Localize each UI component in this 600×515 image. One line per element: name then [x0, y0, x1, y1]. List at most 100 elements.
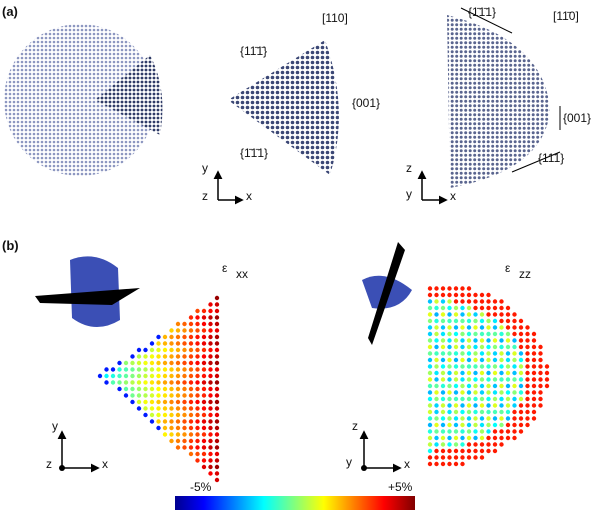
atom	[427, 338, 433, 343]
atom	[525, 377, 530, 382]
atom	[505, 377, 511, 382]
atom	[214, 419, 220, 424]
atom	[473, 448, 478, 454]
atom	[208, 380, 213, 385]
atom	[188, 321, 194, 327]
atom	[479, 422, 485, 428]
atom	[214, 464, 220, 470]
atom	[427, 403, 433, 408]
atom	[214, 354, 220, 359]
atom	[162, 373, 168, 379]
atom	[473, 318, 478, 324]
atom	[447, 338, 452, 343]
atom	[427, 455, 433, 460]
atom	[440, 351, 446, 356]
atom	[188, 380, 194, 385]
atom	[473, 390, 478, 395]
atom	[479, 442, 485, 447]
atom	[162, 341, 168, 346]
atom	[434, 292, 439, 298]
atom	[453, 357, 459, 363]
atom	[123, 380, 129, 385]
atom	[544, 383, 550, 389]
atom	[486, 325, 491, 330]
nanoparticle	[4, 24, 156, 176]
atom	[499, 305, 504, 311]
atom	[208, 425, 213, 431]
atom	[195, 321, 200, 327]
atom	[447, 286, 452, 291]
atom	[175, 412, 181, 418]
atom	[466, 292, 472, 298]
atom	[175, 406, 181, 411]
atom	[143, 399, 148, 405]
atom	[169, 432, 174, 437]
atom	[518, 403, 524, 408]
atom	[427, 357, 433, 363]
atom	[505, 331, 511, 337]
atom	[512, 338, 517, 343]
atom	[208, 393, 213, 398]
atom	[486, 416, 491, 421]
atom	[201, 334, 207, 340]
facet: {11̄1̄}	[240, 44, 267, 58]
axis-label: z	[406, 161, 412, 175]
atom	[453, 325, 459, 330]
atom	[473, 338, 478, 343]
atom	[195, 432, 200, 437]
atom	[208, 354, 213, 359]
atom	[492, 312, 498, 317]
atom	[208, 432, 213, 437]
atom	[440, 422, 446, 428]
atom	[156, 380, 161, 385]
atom	[201, 315, 207, 320]
atom	[175, 334, 181, 340]
atom	[460, 390, 465, 395]
atom	[208, 464, 213, 470]
atom	[182, 425, 187, 431]
atom	[434, 305, 439, 311]
atom	[512, 312, 517, 317]
atom	[518, 396, 524, 402]
atom	[169, 373, 174, 379]
panel-label: (b)	[2, 238, 19, 253]
atom	[512, 351, 517, 356]
atom	[460, 312, 465, 317]
atom	[473, 422, 478, 428]
atom	[130, 393, 135, 398]
atom	[447, 461, 452, 467]
atom	[486, 377, 491, 382]
atom	[538, 370, 543, 376]
atom	[434, 344, 439, 350]
atom	[505, 422, 511, 428]
atom	[156, 334, 161, 340]
atom	[182, 360, 187, 366]
atom	[492, 396, 498, 402]
atom	[525, 325, 530, 330]
atom	[195, 341, 200, 346]
atom	[447, 448, 452, 454]
atom	[182, 393, 187, 398]
atom	[512, 383, 517, 389]
atom	[440, 344, 446, 350]
atom	[434, 403, 439, 408]
atom	[460, 461, 465, 467]
atom	[195, 399, 200, 405]
atom	[525, 416, 530, 421]
atom	[214, 451, 220, 457]
atom	[505, 409, 511, 415]
atom	[466, 377, 472, 382]
atom	[175, 432, 181, 437]
atom	[214, 380, 220, 385]
atom	[453, 351, 459, 356]
atom	[434, 429, 439, 434]
atom	[466, 357, 472, 363]
atom	[201, 419, 207, 424]
panel-label: (a)	[2, 4, 18, 19]
atom	[460, 325, 465, 330]
atom	[201, 425, 207, 431]
facet: {1̄1̄1}	[240, 146, 268, 160]
atom	[505, 429, 511, 434]
atom	[447, 325, 452, 330]
atom	[117, 367, 122, 372]
